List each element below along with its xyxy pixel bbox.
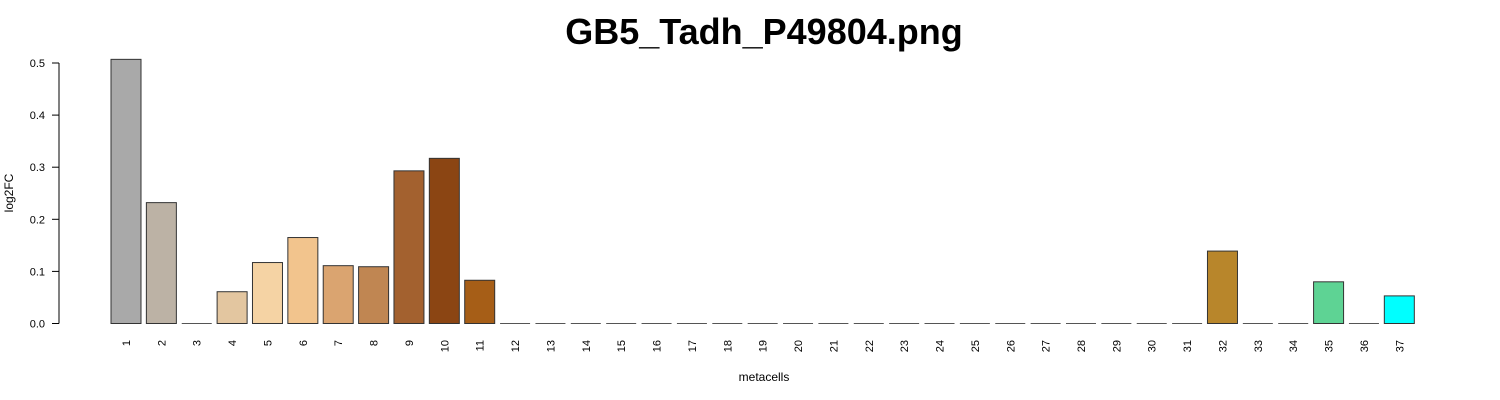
x-tick-label: 25 [970,340,982,352]
x-tick-label: 27 [1041,340,1053,352]
x-tick-label: 2 [156,340,168,346]
x-tick-label: 30 [1147,340,1159,352]
x-tick-label: 35 [1324,340,1336,352]
x-tick-label: 37 [1394,340,1406,352]
bar [145,202,177,325]
x-tick-label: 34 [1288,340,1300,352]
y-axis: 0.0 0.1 0.2 0.3 0.4 0.5 [30,58,60,331]
x-tick-label: 20 [793,340,805,352]
x-tick-label: 36 [1359,340,1371,352]
x-tick-label: 7 [333,340,345,346]
bar [1383,295,1415,324]
x-tick-label: 12 [510,340,522,352]
x-tick-label: 4 [227,340,239,346]
x-tick-label: 33 [1253,340,1265,352]
x-tick-label: 11 [475,340,487,351]
x-tick-label: 26 [1005,340,1017,352]
x-tick-label: 14 [581,340,593,352]
bar [251,262,283,324]
x-tick-label: 29 [1111,340,1123,352]
x-tick-label: 3 [192,340,204,346]
x-tick-label: 23 [899,340,911,352]
bar [464,279,496,324]
bar [216,291,248,324]
y-tick-label: 0.3 [30,162,45,174]
bar [322,265,354,325]
bar [287,237,319,324]
x-tick-label: 15 [616,340,628,352]
bar [358,266,390,324]
y-tick-label: 0.1 [30,266,45,278]
bar [1206,250,1238,324]
x-tick-label: 19 [758,340,770,352]
x-tick-label: 22 [864,340,876,352]
x-tick-labels: 1 2 3 4 5 6 7 8 9 10 11 12 13 14 15 16 17 18 19 20 21 22 23 24 2… [121,340,1406,352]
x-tick-label: 16 [652,340,664,352]
x-tick-label: 6 [298,340,310,346]
x-tick-label: 8 [369,340,381,346]
x-tick-label: 17 [687,340,699,352]
x-tick-label: 31 [1182,340,1194,352]
y-axis-label: log2FC [2,173,16,212]
x-tick-label: 1 [121,340,133,346]
y-tick-label: 0.4 [30,110,45,122]
bar [428,157,460,324]
y-tick-label: 0.5 [30,58,45,70]
bar [110,58,142,325]
x-tick-label: 28 [1076,340,1088,352]
x-axis-label: metacells [739,370,790,384]
y-tick-label: 0.2 [30,214,45,226]
bar [1313,281,1345,325]
x-tick-label: 21 [828,340,840,352]
x-tick-label: 24 [935,340,947,352]
y-tick-label: 0.0 [30,319,45,331]
x-tick-label: 32 [1217,340,1229,352]
x-tick-label: 10 [439,340,451,352]
chart-title: GB5_Tadh_P49804.png [565,11,962,52]
bars-group [110,58,1415,325]
x-tick-label: 9 [404,340,416,346]
x-tick-label: 18 [722,340,734,352]
bar [393,170,425,324]
x-tick-label: 13 [545,340,557,352]
x-tick-label: 5 [262,340,274,346]
